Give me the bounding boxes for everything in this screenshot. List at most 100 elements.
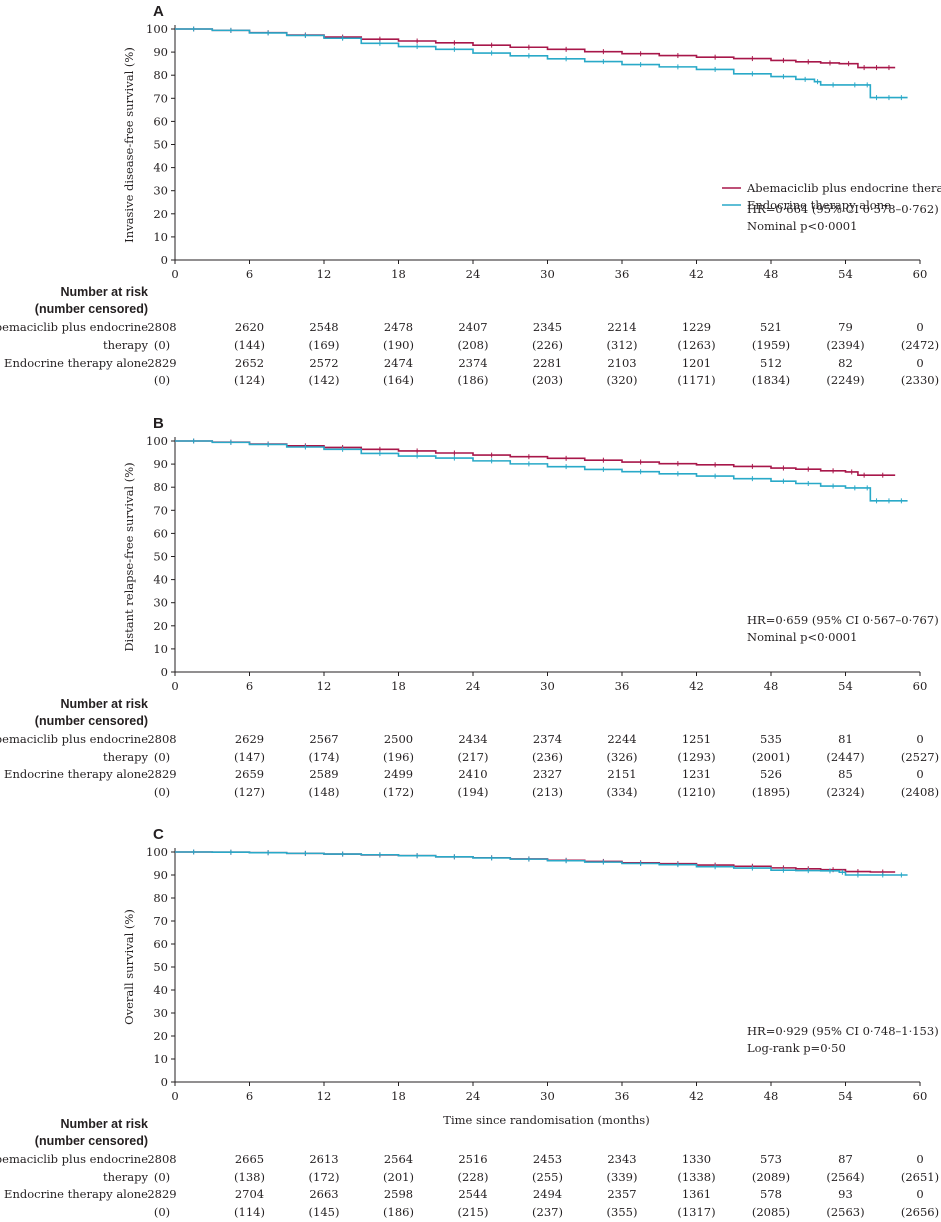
censored-count-endocrine: (2408) [901,785,939,799]
risk-count-endocrine: 2829 [147,1187,176,1201]
x-tick-label: 48 [764,1089,779,1103]
y-tick-label: 10 [153,230,168,244]
censored-count-endocrine: (2249) [826,373,864,387]
risk-count-abemaciclib: 0 [916,1152,923,1166]
y-tick-label: 0 [161,665,168,679]
series-line-endocrine [175,851,908,876]
censored-count-abemaciclib: (2394) [826,338,864,352]
panel-b: B 0 10 20 30 40 50 60 70 80 90 100 0 6 12 18 24 30 36 42 48 5… [0,415,939,799]
censored-count-endocrine: (0) [154,785,170,799]
x-axis-title: Time since randomisation (months) [443,1113,649,1127]
censored-count-endocrine: (213) [532,785,563,799]
censor-marks-endocrine [193,849,902,878]
p-value-text: Log-rank p=0·50 [747,1041,846,1055]
y-tick-label: 80 [153,891,168,905]
risk-count-endocrine: 2103 [607,356,636,370]
censored-count-abemaciclib: (147) [234,750,265,764]
risk-count-endocrine: 2151 [607,767,636,781]
risk-count-endocrine: 526 [760,767,782,781]
risk-count-endocrine: 2598 [384,1187,413,1201]
risk-count-abemaciclib: 2620 [235,320,264,334]
censored-count-endocrine: (1210) [677,785,715,799]
risk-count-endocrine: 2589 [309,767,338,781]
y-tick-label: 70 [153,914,168,928]
risk-count-endocrine: 0 [916,767,923,781]
y-tick-label: 100 [146,434,168,448]
censored-count-abemaciclib: (2472) [901,338,939,352]
risk-count-endocrine: 93 [838,1187,853,1201]
censored-count-abemaciclib: (169) [309,338,340,352]
risk-count-endocrine: 578 [760,1187,782,1201]
censored-count-abemaciclib: (226) [532,338,563,352]
censored-count-abemaciclib: (201) [383,1170,414,1184]
censored-count-endocrine: (320) [607,373,638,387]
censored-count-abemaciclib: (2089) [752,1170,790,1184]
legend-label-endocrine: Endocrine therapy alone [747,198,891,212]
censored-count-endocrine: (2656) [901,1205,939,1219]
risk-count-endocrine: 2572 [309,356,338,370]
y-axis-title: Invasive disease-free survival (%) [122,47,136,243]
x-tick-label: 30 [540,679,555,693]
risk-count-endocrine: 2357 [607,1187,636,1201]
censored-count-abemaciclib: (312) [607,338,638,352]
censored-count-endocrine: (127) [234,785,265,799]
risk-count-abemaciclib: 2808 [147,732,176,746]
censored-count-abemaciclib: (339) [607,1170,638,1184]
risk-table: Number at risk (number censored) Abemacicl… [0,1117,939,1219]
risk-count-abemaciclib: 2808 [147,1152,176,1166]
risk-count-endocrine: 2374 [458,356,487,370]
p-value-text: Nominal p<0·0001 [747,630,857,644]
risk-count-abemaciclib: 79 [838,320,853,334]
risk-count-endocrine: 2494 [533,1187,562,1201]
risk-count-abemaciclib: 521 [760,320,782,334]
y-tick-label: 40 [153,573,168,587]
risk-count-endocrine: 2829 [147,356,176,370]
censored-count-endocrine: (172) [383,785,414,799]
risk-count-endocrine: 2652 [235,356,264,370]
x-tick-label: 36 [615,679,630,693]
x-tick-label: 42 [689,679,704,693]
censored-count-endocrine: (0) [154,1205,170,1219]
y-tick-label: 30 [153,184,168,198]
y-tick-label: 90 [153,457,168,471]
risk-row-label-endocrine: Endocrine therapy alone [4,1187,148,1201]
censored-count-endocrine: (1895) [752,785,790,799]
censored-count-abemaciclib: (236) [532,750,563,764]
censored-count-endocrine: (1834) [752,373,790,387]
y-axis-title: Overall survival (%) [122,909,136,1025]
censor-marks-endocrine [193,438,902,504]
x-tick-label: 54 [838,1089,853,1103]
censored-count-abemaciclib: (2447) [826,750,864,764]
x-tick-label: 12 [317,267,332,281]
risk-count-endocrine: 2499 [384,767,413,781]
risk-count-abemaciclib: 2516 [458,1152,487,1166]
y-tick-label: 80 [153,68,168,82]
risk-count-abemaciclib: 0 [916,732,923,746]
y-tick-label: 70 [153,503,168,517]
y-tick-label: 10 [153,1052,168,1066]
x-tick-label: 42 [689,1089,704,1103]
y-tick-label: 20 [153,1029,168,1043]
risk-count-endocrine: 82 [838,356,853,370]
risk-row-label-endocrine: Endocrine therapy alone [4,767,148,781]
hazard-ratio-text: HR=0·659 (95% CI 0·567–0·767) [747,613,939,627]
risk-count-endocrine: 2544 [458,1187,487,1201]
risk-count-abemaciclib: 81 [838,732,853,746]
risk-count-endocrine: 2474 [384,356,413,370]
x-tick-label: 0 [171,267,178,281]
x-tick-label: 6 [246,1089,253,1103]
risk-table-title: Number at risk [60,285,148,299]
censored-count-abemaciclib: (172) [309,1170,340,1184]
y-tick-label: 20 [153,619,168,633]
risk-count-endocrine: 2281 [533,356,562,370]
censored-count-endocrine: (148) [309,785,340,799]
risk-row-label-abemaciclib: Abemaciclib plus endocrine [0,732,148,746]
risk-table: Number at risk (number censored) Abemacicl… [0,285,939,387]
risk-count-abemaciclib: 2613 [309,1152,338,1166]
censored-count-abemaciclib: (2001) [752,750,790,764]
panel-letter: A [153,3,164,20]
panel-a: A 0 10 20 30 40 50 60 70 80 90 100 0 6 12 18 24 30 36 42 48 5… [0,3,941,387]
y-tick-label: 60 [153,526,168,540]
censored-count-endocrine: (355) [607,1205,638,1219]
